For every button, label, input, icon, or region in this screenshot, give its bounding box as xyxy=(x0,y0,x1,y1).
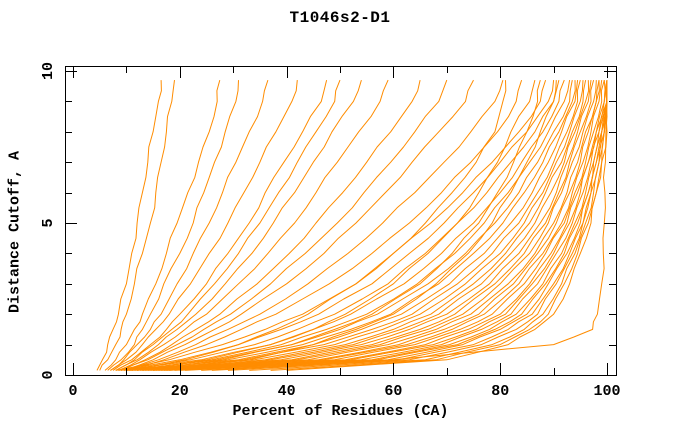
model-curve xyxy=(163,80,600,371)
model-curve xyxy=(137,79,536,371)
model-curve xyxy=(121,80,555,371)
model-curve xyxy=(142,79,581,371)
model-curve xyxy=(123,79,474,371)
model-curve xyxy=(145,79,595,371)
x-tick-label: 20 xyxy=(171,383,189,400)
model-curve xyxy=(99,80,175,371)
model-curve xyxy=(150,80,600,371)
model-curve xyxy=(104,79,221,371)
model-curve xyxy=(155,80,603,371)
x-tick-label: 60 xyxy=(384,383,402,400)
model-curve xyxy=(110,79,269,371)
model-curve xyxy=(174,80,608,371)
chart-title: T1046s2-D1 xyxy=(289,9,391,27)
model-curve xyxy=(120,79,421,371)
model-curve xyxy=(153,80,592,371)
model-curve xyxy=(179,80,608,371)
model-curve xyxy=(139,80,590,371)
model-curve xyxy=(134,80,584,371)
y-tick-label: 5 xyxy=(40,218,57,227)
model-curve xyxy=(286,80,608,371)
y-tick-label: 10 xyxy=(40,62,57,80)
model-curve xyxy=(227,80,608,371)
model-curve xyxy=(118,79,565,371)
model-curves xyxy=(96,79,608,371)
model-curve xyxy=(147,80,587,371)
model-curve xyxy=(153,80,557,371)
axis-ticks xyxy=(65,66,616,376)
x-tick-label: 0 xyxy=(68,383,77,400)
tick-labels: 0 20 40 60 80 100 0 5 10 xyxy=(40,62,621,400)
model-curve xyxy=(126,80,608,371)
model-curve xyxy=(126,79,504,371)
x-axis-label: Percent of Residues (CA) xyxy=(232,403,449,420)
x-tick-label: 100 xyxy=(593,383,620,400)
model-curve xyxy=(126,79,560,371)
model-curve xyxy=(123,80,573,371)
model-curve xyxy=(115,79,341,371)
model-curve xyxy=(211,80,608,371)
model-curve xyxy=(118,79,389,371)
model-curve xyxy=(270,80,608,371)
model-curve xyxy=(115,79,547,371)
model-curve xyxy=(158,80,597,371)
model-curve xyxy=(96,80,162,371)
model-curve xyxy=(169,79,605,371)
x-tick-label: 80 xyxy=(491,383,509,400)
model-curve xyxy=(112,79,328,371)
model-curve xyxy=(107,80,239,371)
model-curve xyxy=(110,80,298,371)
model-curve xyxy=(115,79,362,371)
model-curve xyxy=(137,80,576,371)
model-curve xyxy=(120,79,448,371)
model-curve xyxy=(131,80,571,371)
x-tick-label: 40 xyxy=(278,383,296,400)
model-curve xyxy=(201,80,608,371)
model-curve xyxy=(129,80,579,371)
y-tick-label: 0 xyxy=(40,370,57,379)
model-curve xyxy=(126,79,523,371)
